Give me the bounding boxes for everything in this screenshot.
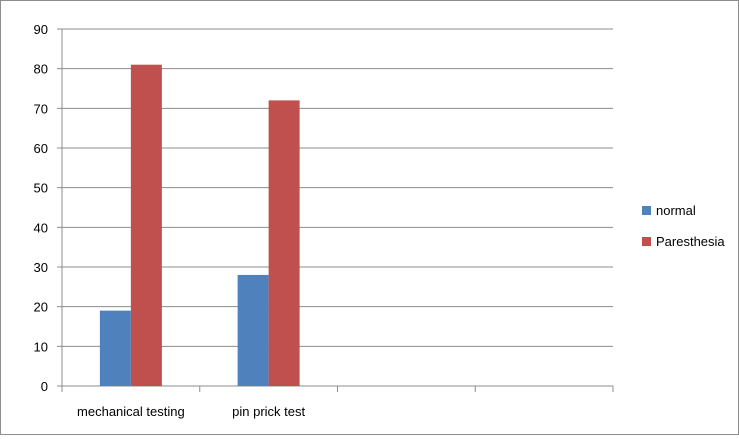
legend-label: Paresthesia: [656, 234, 725, 249]
y-tick-label: 60: [34, 141, 48, 156]
legend-swatch: [642, 206, 651, 215]
y-tick-label: 50: [34, 181, 48, 196]
bar-normal-1: [237, 274, 269, 386]
x-tick-label: mechanical testing: [77, 404, 185, 419]
y-tick-label: 70: [34, 101, 48, 116]
y-tick-label: 30: [34, 260, 48, 275]
legend-label: normal: [656, 203, 696, 218]
tick-labels: 0 10 20 30 40 50 60 70 80 90 mechanical testing pin…: [34, 22, 306, 419]
y-tick-label: 10: [34, 339, 48, 354]
legend: normal Paresthesia: [642, 203, 725, 249]
bar-normal-0: [99, 310, 131, 386]
legend-swatch: [642, 237, 651, 246]
y-tick-label: 40: [34, 220, 48, 235]
bar-paresthesia-1: [268, 100, 300, 387]
x-tick-label: pin prick test: [232, 404, 305, 419]
y-tick-label: 80: [34, 62, 48, 77]
y-tick-label: 90: [34, 22, 48, 37]
bar-paresthesia-0: [130, 64, 162, 386]
y-tick-label: 0: [41, 379, 48, 394]
y-tick-label: 20: [34, 300, 48, 315]
bars: [99, 64, 300, 387]
